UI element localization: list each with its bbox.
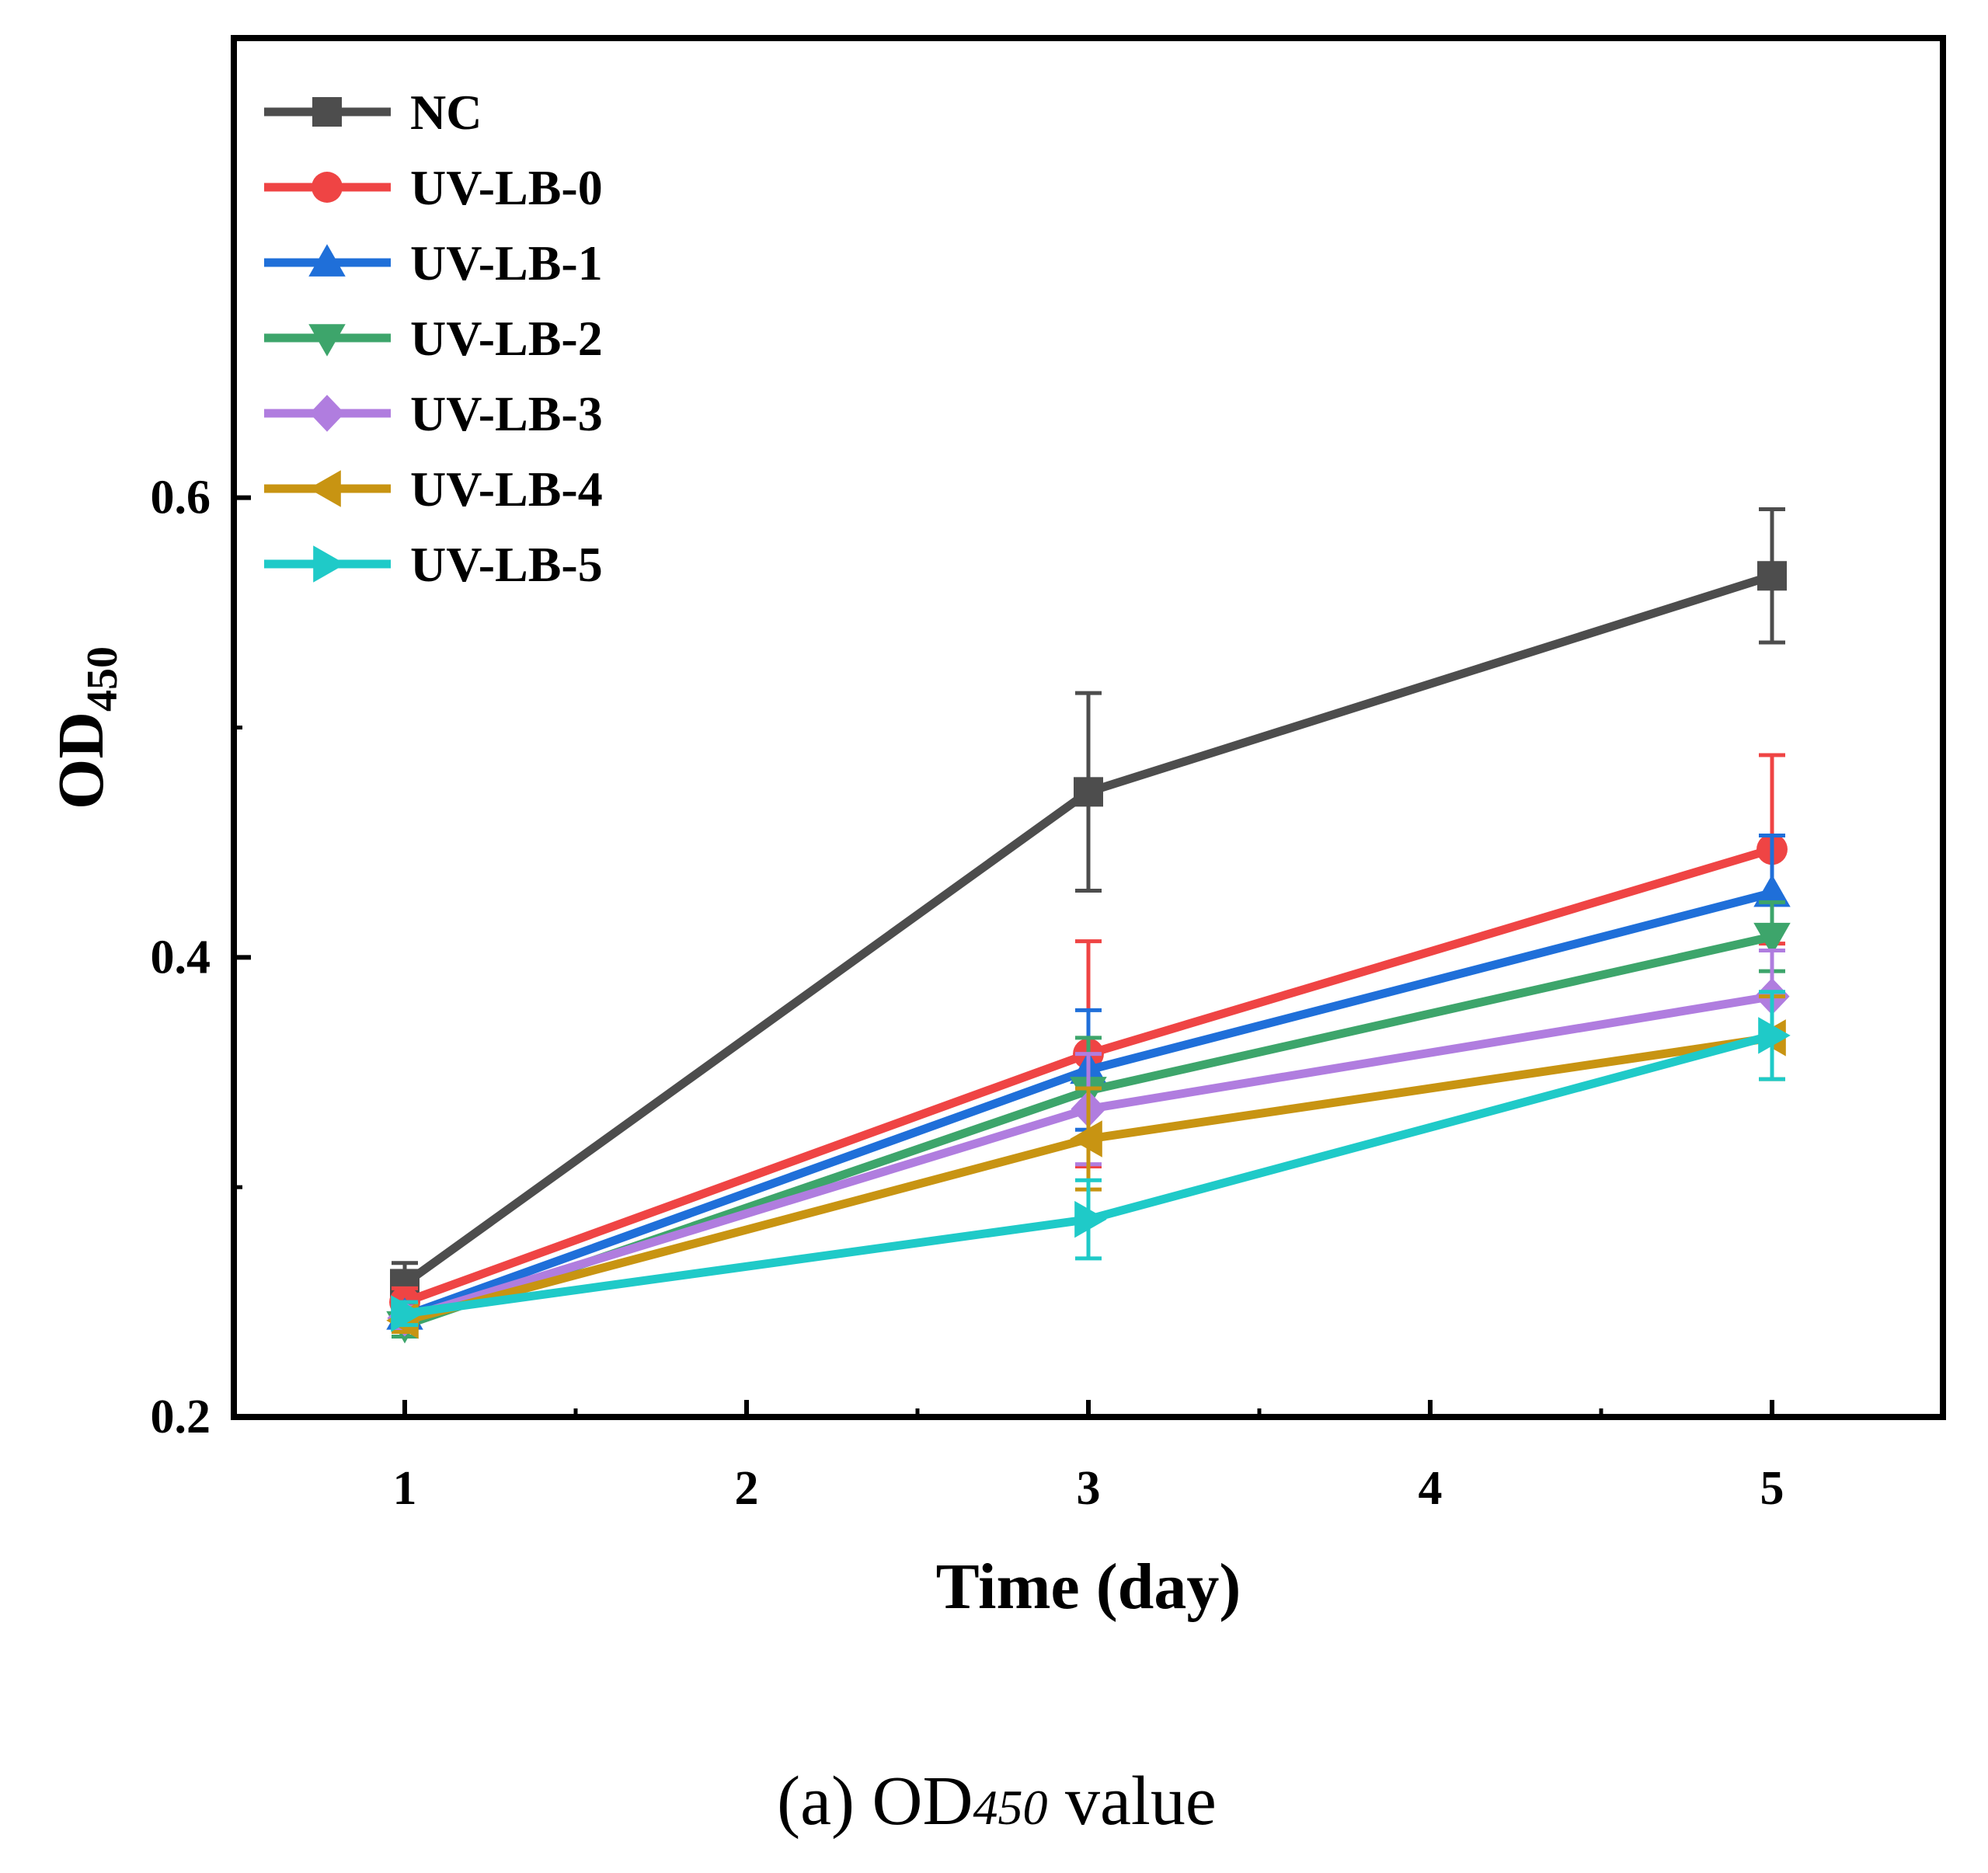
legend-label-UV-LB-0: UV-LB-0	[410, 160, 603, 215]
legend-swatch-marker	[313, 545, 346, 583]
plot-layer	[386, 507, 1791, 1344]
point-UV-LB-5-day-5	[1758, 1017, 1791, 1054]
legend-label-NC: NC	[410, 85, 482, 140]
legend-swatch-marker	[309, 395, 345, 432]
legend-item-UV-LB-0: UV-LB-0	[264, 160, 603, 215]
legend-item-NC: NC	[264, 85, 482, 140]
legend-item-UV-LB-3: UV-LB-3	[264, 386, 603, 441]
figure-caption: (a) OD450 value	[777, 1763, 1217, 1840]
legend-label-UV-LB-3: UV-LB-3	[410, 386, 603, 441]
caption-subscript: 450	[973, 1780, 1047, 1835]
y-axis-title-sub: 450	[78, 646, 127, 712]
y-axis-title-main: OD	[45, 712, 117, 809]
caption-suffix: value	[1047, 1763, 1216, 1840]
legend-label-UV-LB-1: UV-LB-1	[410, 235, 603, 291]
x-tick-label-3: 3	[1077, 1462, 1101, 1515]
legend-item-UV-LB-5: UV-LB-5	[264, 537, 603, 592]
point-UV-LB-5-day-3	[1074, 1200, 1107, 1238]
legend: NC UV-LB-0 UV-LB-1 UV-LB-2 UV-LB-3 UV-LB-4 UV-…	[264, 85, 603, 592]
y-axis-title: OD450	[45, 646, 127, 809]
x-tick-label-4: 4	[1419, 1462, 1443, 1515]
legend-swatch-marker	[312, 97, 342, 127]
point-UV-LB-1-day-5	[1753, 874, 1791, 907]
point-NC-day-3	[1074, 777, 1103, 807]
x-tick-label-2: 2	[735, 1462, 759, 1515]
legend-swatch-marker	[308, 324, 346, 357]
caption-prefix: (a) OD	[777, 1763, 973, 1840]
legend-swatch-marker	[308, 244, 346, 277]
series-NC	[390, 507, 1787, 1307]
legend-item-UV-LB-4: UV-LB-4	[264, 461, 603, 517]
legend-label-UV-LB-5: UV-LB-5	[410, 537, 603, 592]
legend-item-UV-LB-2: UV-LB-2	[264, 311, 603, 366]
legend-label-UV-LB-2: UV-LB-2	[410, 311, 603, 366]
y-tick-label-0.2: 0.2	[151, 1391, 211, 1443]
point-NC-day-5	[1757, 561, 1787, 591]
y-tick-label-0.6: 0.6	[151, 472, 211, 524]
point-UV-LB-5-day-1	[391, 1295, 423, 1332]
point-UV-LB-2-day-5	[1753, 922, 1791, 956]
point-UV-LB-4-day-3	[1070, 1120, 1102, 1158]
series-UV-LB-5	[391, 990, 1791, 1332]
legend-swatch-marker	[312, 172, 343, 203]
legend-swatch-marker	[308, 470, 341, 507]
x-tick-label-1: 1	[393, 1462, 417, 1515]
legend-item-UV-LB-1: UV-LB-1	[264, 235, 603, 291]
x-tick-label-5: 5	[1760, 1462, 1784, 1515]
x-axis-title: Time (day)	[936, 1551, 1241, 1623]
y-tick-label-0.4: 0.4	[151, 931, 211, 983]
axes-layer: 1 2 3 4 5 0.2 0.4 0.6	[151, 472, 1784, 1515]
legend-label-UV-LB-4: UV-LB-4	[410, 461, 603, 517]
